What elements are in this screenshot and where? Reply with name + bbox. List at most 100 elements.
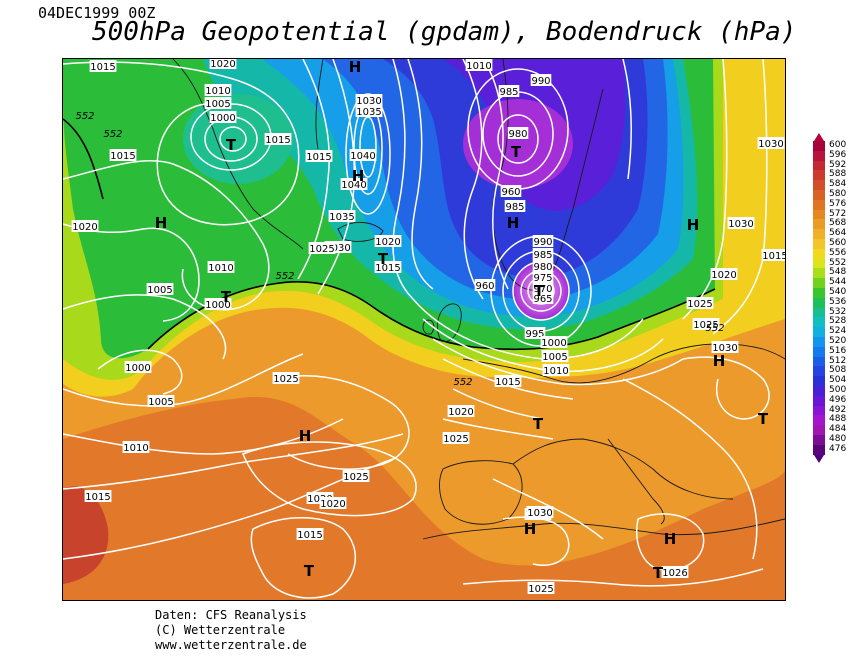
isobar-value: 1020 [375,237,400,248]
legend-value: 532 [829,306,847,317]
isobar-label: 1005 [146,283,174,296]
legend-swatch [813,434,825,445]
legend-swatch [813,327,825,337]
legend-swatch [813,258,825,269]
isobar-label-bg [540,336,568,348]
legend-item: 572 [813,209,850,220]
isobar-value: 985 [505,202,524,213]
legend-swatch [813,405,825,416]
legend-value: 516 [829,345,847,356]
legend-value: 488 [829,414,847,425]
isobar-value: 1005 [205,99,230,110]
website-text: www.wetterzentrale.de [155,638,307,652]
isobar [242,441,417,517]
legend-swatch [813,336,825,347]
legend-value: 476 [829,443,847,454]
isobar-label-bg [109,149,137,161]
isobar-value: 985 [533,250,552,261]
isobar-label: 1035 [328,210,356,223]
isobar-label: 1035 [355,105,383,118]
legend-item: 480 [813,434,850,445]
copyright-text: (C) Wetterzentrale [155,623,286,637]
legend-value: 592 [829,159,847,170]
coast-british-isles [422,303,462,342]
isobar-value: 970 [533,284,552,295]
legend-item: 488 [813,414,850,426]
isobar-label-bg [296,528,324,540]
isobar-label: 1015 [374,261,402,274]
legend-value: 520 [829,335,847,346]
isobar-value: 1040 [341,180,366,191]
legend-swatch [813,170,825,181]
isobar-label-bg [349,149,377,161]
isobar [63,294,227,360]
legend-value: 556 [829,247,847,258]
isobar-value: 1015 [306,152,331,163]
isobar-label: 1025 [272,372,300,385]
isobar [462,568,764,587]
isobar-label-bg [355,105,383,117]
isobar-value: 965 [533,294,552,305]
low-pressure-center: T [378,250,389,268]
isobar-value: 1000 [125,363,150,374]
isobar-label-bg [207,261,235,273]
legend-item: 560 [813,238,850,249]
isobar-value: 1000 [205,300,230,311]
isobar-label-bg [147,395,175,407]
low-pressure-center: T [533,415,544,433]
legend-item: 496 [813,395,850,406]
isobar-label: 1000 [540,336,568,349]
isobar-value: 975 [533,273,552,284]
legend-value: 540 [829,286,847,297]
isobar [636,513,705,571]
isobar-value: 1020 [72,222,97,233]
isobar-label: 1005 [204,97,232,110]
contour-552-label: 552 [453,377,472,388]
legend-swatch [813,395,825,406]
isobar-label-bg [757,137,785,149]
map-canvas: 1015 1020 1010 1005 1000 1015 1015 1015 1020 1010… [63,59,785,600]
isobar-label: 1010 [204,84,232,97]
isobar-value: 1030 [527,508,552,519]
isobar-label-bg [342,470,370,482]
low-pressure-center: T [758,410,769,428]
geopotential-labels: 552 552 552 552 552 [75,111,724,388]
isobar-label: 1010 [542,364,570,377]
high-pressure-center: H [155,214,168,232]
legend-swatch [813,346,825,357]
isobar [682,59,728,320]
isobar-value: 1000 [541,338,566,349]
isobar [442,418,554,440]
low-pressure-center: T [534,282,545,300]
legend-arrow-down-icon [814,454,824,463]
legend-item: 540 [813,286,850,298]
isobar-label-bg [146,283,174,295]
isobar-value: 1035 [329,212,354,223]
isobar-label: 960 [500,185,522,198]
low-pressure-center: T [511,143,522,161]
isobar-label: 1015 [264,133,292,146]
isobar-label: 1040 [349,149,377,162]
legend-swatch [813,268,825,279]
legend-value: 536 [829,296,847,307]
isobar-value: 1015 [375,263,400,274]
isobar-label-bg [692,318,720,330]
isobar-label: 1020 [209,59,237,70]
isobar-label: 1020 [319,497,347,510]
isobar-label-bg [542,364,570,376]
isobar-label-bg [465,59,493,71]
isobar-label-bg [532,271,554,283]
isobar [452,388,544,420]
isobar-label-bg [541,350,569,362]
legend-value: 492 [829,404,847,415]
legend-swatch [813,287,825,298]
legend-item: 600 [813,140,850,151]
isobar-label-bg [494,375,522,387]
legend-value: 568 [829,218,847,229]
isobar-value: 1015 [90,62,115,73]
isobar-label-bg [527,582,555,594]
isobar-value: 1010 [208,263,233,274]
isobar-label: 1020 [447,405,475,418]
low-pressure-center: T [653,564,664,582]
